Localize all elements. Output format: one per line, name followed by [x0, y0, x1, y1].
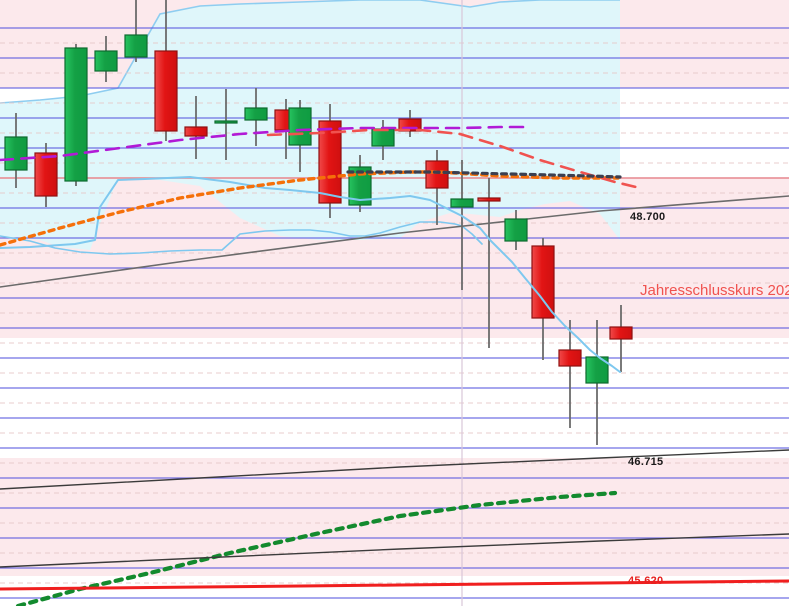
pink-zone-lower — [0, 458, 789, 576]
candle-body-bearish — [154, 50, 178, 132]
overlay-lines-under — [0, 177, 789, 606]
red-dashed-forecast — [266, 128, 642, 190]
candlestick[interactable] — [244, 88, 268, 146]
candlestick[interactable] — [585, 320, 609, 445]
candlestick[interactable] — [154, 0, 178, 141]
candle-body-bearish — [318, 120, 342, 204]
candle-body-bullish — [244, 107, 268, 121]
lower-band-light-blue-line — [0, 221, 483, 255]
candle-body-bullish — [94, 50, 118, 72]
candle-body-bullish — [214, 120, 238, 124]
white-zone-mid — [0, 338, 789, 458]
candle-body-bearish — [531, 245, 555, 319]
candlestick[interactable] — [371, 120, 395, 160]
candle-body-bullish — [585, 356, 609, 384]
candle-body-bearish — [609, 326, 633, 340]
gray-trendline-upper — [0, 195, 789, 288]
candlestick[interactable] — [504, 210, 528, 250]
candle-body-bullish — [64, 47, 88, 182]
candlestick[interactable] — [609, 305, 633, 372]
candlestick[interactable] — [348, 155, 372, 212]
candle-body-bullish — [348, 166, 372, 206]
candlestick[interactable] — [94, 36, 118, 82]
candle-body-bullish — [124, 34, 148, 58]
candlestick[interactable] — [477, 178, 501, 348]
candlestick-series[interactable] — [4, 0, 633, 445]
gray-trendline-mid — [0, 449, 789, 490]
candlestick[interactable] — [318, 104, 342, 218]
red-support-line — [0, 579, 789, 591]
candle-body-bearish — [425, 160, 449, 189]
green-dotted-trend — [15, 490, 618, 606]
candlestick[interactable] — [184, 96, 208, 159]
candle-body-bullish — [504, 218, 528, 242]
candlestick[interactable] — [34, 143, 58, 207]
candle-body-bearish — [477, 197, 501, 202]
candle-body-bearish — [184, 126, 208, 137]
candlestick[interactable] — [64, 44, 88, 186]
candlestick[interactable] — [124, 0, 148, 62]
candlestick[interactable] — [450, 160, 474, 290]
candle-body-bullish — [371, 128, 395, 147]
candle-body-bearish — [558, 349, 582, 367]
candle-body-bullish — [4, 136, 28, 171]
candlestick[interactable] — [288, 100, 312, 172]
candle-body-bullish — [450, 198, 474, 208]
major-gridlines — [0, 27, 789, 599]
band-upper-edge — [0, 0, 620, 104]
light-blue-ma-line — [0, 176, 621, 373]
purple-dashed-trend — [0, 125, 532, 162]
candle-body-bearish — [34, 152, 58, 197]
overlay-lines-over — [0, 125, 642, 373]
candlestick[interactable] — [425, 150, 449, 225]
dark-gray-dotted-forecast — [346, 170, 622, 179]
candle-body-bullish — [288, 107, 312, 146]
gray-trendline-lower — [0, 533, 789, 568]
candlestick[interactable] — [558, 320, 582, 428]
candlestick[interactable] — [4, 113, 28, 188]
candlestick[interactable] — [214, 89, 238, 160]
